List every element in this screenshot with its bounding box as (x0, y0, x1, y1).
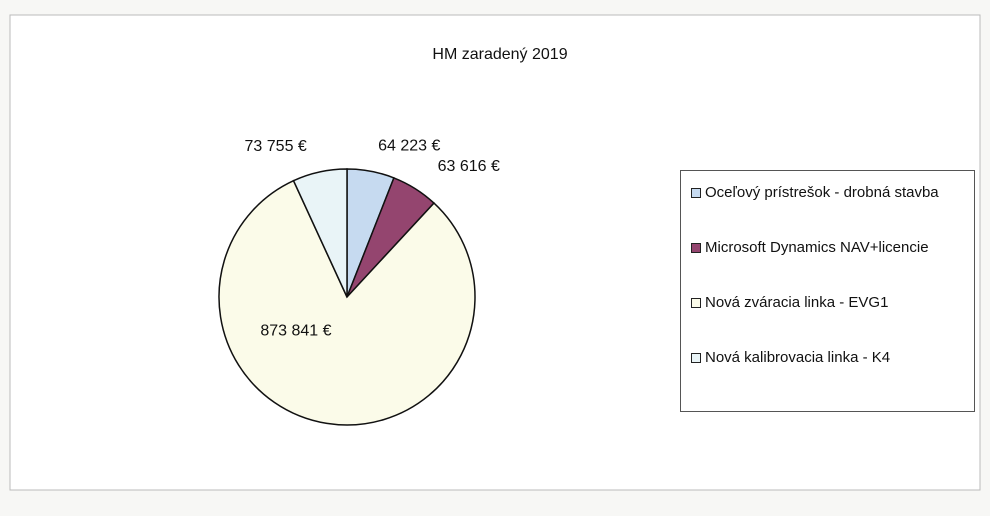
legend-item: Nová zváracia linka - EVG1 (691, 293, 964, 348)
pie-slice (218, 179, 476, 426)
legend-label: Nová kalibrovacia linka - K4 (705, 349, 891, 366)
legend: Oceľový prístrešok - drobná stavba Micros… (680, 170, 975, 412)
data-label: 64 223 € (378, 137, 440, 154)
data-label: 73 755 € (245, 138, 307, 155)
legend-label: Microsoft Dynamics NAV+licencie (705, 239, 929, 256)
legend-item: Oceľový prístrešok - drobná stavba (691, 183, 964, 238)
legend-swatch (691, 188, 701, 198)
legend-swatch (691, 298, 701, 308)
legend-label: Oceľový prístrešok - drobná stavba (705, 184, 939, 201)
chart-title: HM zaradený 2019 (432, 46, 567, 63)
pie-slice (292, 168, 348, 298)
legend-swatch (691, 353, 701, 363)
legend-swatch (691, 243, 701, 253)
legend-item: Microsoft Dynamics NAV+licencie (691, 238, 964, 293)
legend-label: Nová zváracia linka - EVG1 (705, 294, 889, 311)
legend-item: Nová kalibrovacia linka - K4 (691, 348, 964, 403)
data-label: 873 841 € (260, 323, 331, 340)
data-label: 63 616 € (438, 158, 500, 175)
